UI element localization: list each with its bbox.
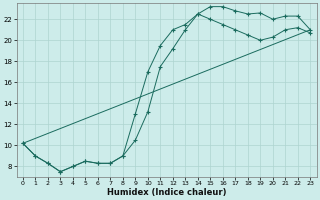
X-axis label: Humidex (Indice chaleur): Humidex (Indice chaleur)	[107, 188, 226, 197]
